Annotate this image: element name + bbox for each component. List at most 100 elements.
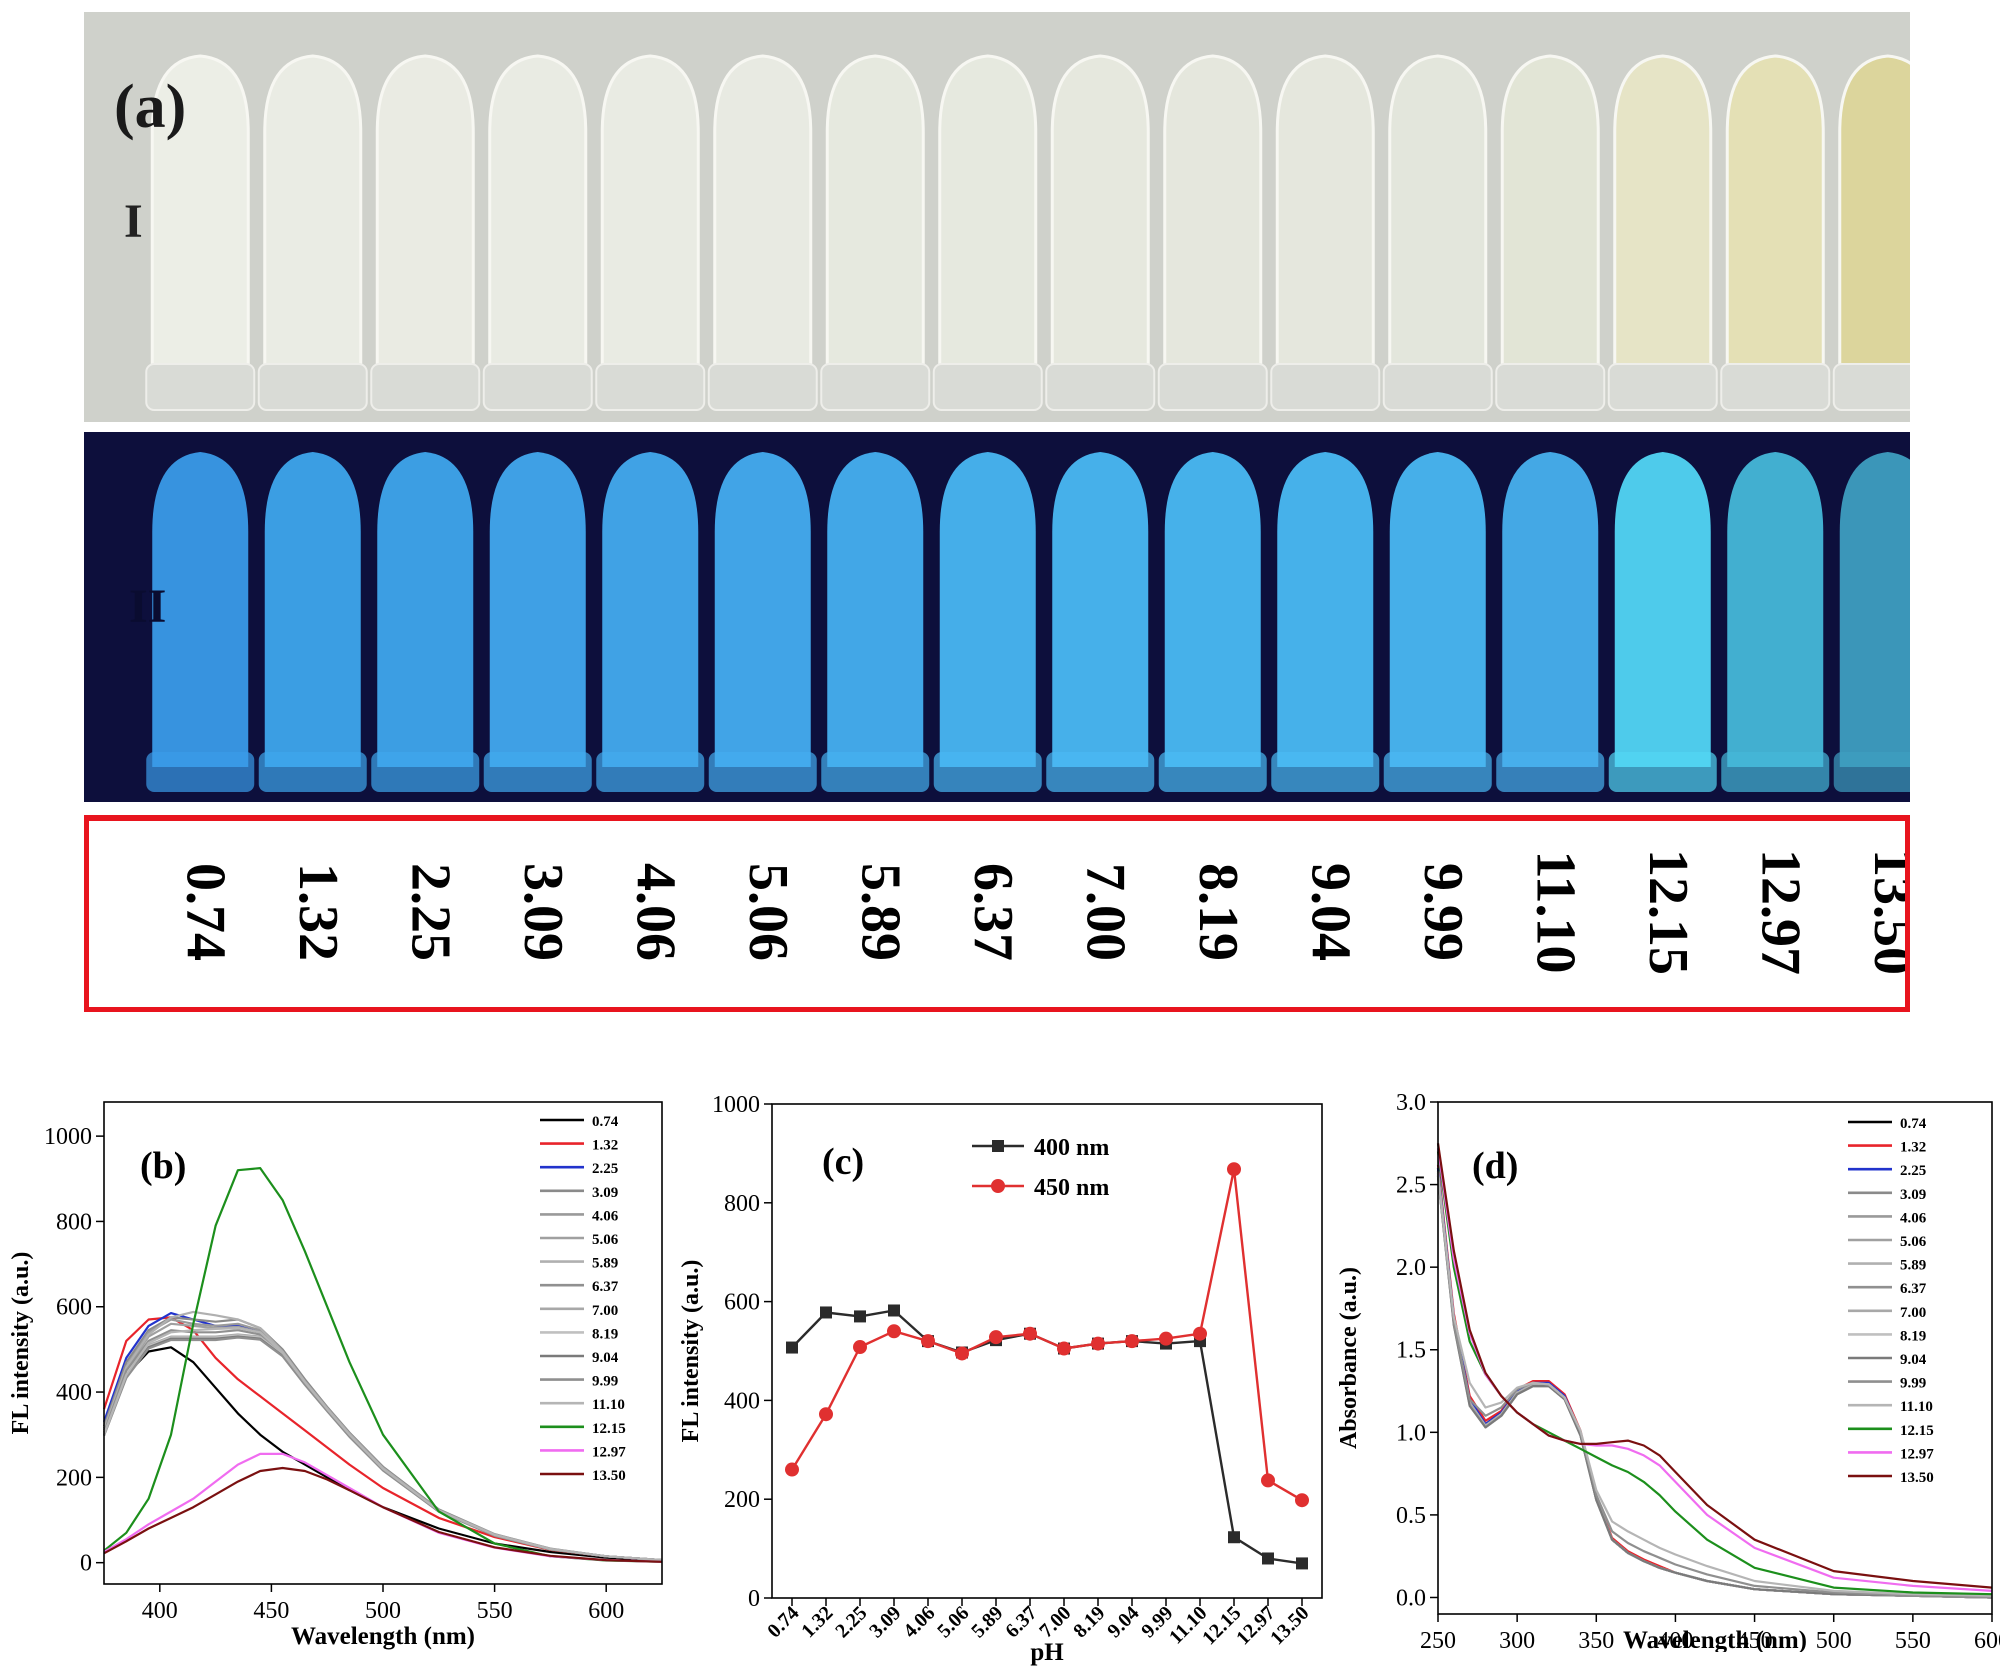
uv-vial-base [146, 752, 255, 792]
y-tick-label: 1.5 [1396, 1338, 1426, 1364]
x-tick-label: 4.06 [899, 1602, 939, 1642]
uv-vial [827, 452, 924, 767]
daylight-vial [938, 54, 1038, 384]
legend-entry: 5.06 [592, 1232, 619, 1248]
x-axis-label: pH [1030, 1639, 1064, 1666]
uv-vial [377, 452, 474, 767]
legend-entry: 13.50 [592, 1468, 626, 1484]
data-point-450-nm [955, 1346, 969, 1361]
legend-entry: 1.32 [592, 1138, 618, 1154]
y-tick-label: 2.5 [1396, 1173, 1426, 1199]
vial-cap-ring [1720, 363, 1831, 411]
uv-vial-base [258, 752, 367, 792]
uv-vial [1614, 452, 1711, 767]
vial-cap-ring [1045, 363, 1156, 411]
vial-cap-ring [370, 363, 481, 411]
panel-a-label: (a) [114, 73, 186, 141]
row-label-uv: II [129, 580, 166, 633]
uv-vial [489, 452, 586, 767]
uv-vial [1164, 452, 1261, 767]
ph-label: 2.25 [399, 863, 461, 961]
legend-entry: 11.10 [592, 1397, 625, 1413]
vial-cap-ring [707, 363, 818, 411]
vial-photo-figure: 0.74 1.32 2.25 3.09 4.06 5.06 5.89 6.37 7.00 8.19… [83, 12, 1943, 1013]
daylight-vial [1275, 54, 1375, 384]
uv-vial-base [1833, 752, 1942, 792]
x-tick-label: 11.10 [1165, 1602, 1212, 1649]
vial-cap-ring [1270, 363, 1381, 411]
chart-b-fluorescence-spectra: 0 200 400 600 800 1000 400 450 500 550 600 FL inten… [0, 1088, 670, 1652]
vial-cap-ring [1382, 363, 1493, 411]
data-point-400-nm [786, 1341, 798, 1354]
data-point-450-nm [1057, 1341, 1071, 1356]
x-tick-label: 12.97 [1232, 1602, 1279, 1649]
data-point-450-nm [1261, 1473, 1275, 1488]
daylight-vial [150, 54, 250, 384]
series-line-11.10 [1436, 1174, 1993, 1597]
legend-entry: 5.89 [592, 1256, 618, 1272]
x-tick-label: 600 [588, 1598, 624, 1624]
uv-vial-base [371, 752, 480, 792]
series-line-400-nm [791, 1309, 1303, 1565]
x-tick-label: 6.37 [1001, 1602, 1041, 1642]
uv-vial-base [1608, 752, 1717, 792]
series-line-450-nm [790, 1168, 1303, 1502]
ph-label: 8.19 [1187, 863, 1249, 961]
data-point-450-nm [989, 1330, 1003, 1345]
chart-d-svg: 0.0 0.5 1.0 1.5 2.0 2.5 3.0 250 300 350 400 450 500 5… [1336, 1090, 2000, 1654]
legend-entry: 450 nm [1034, 1175, 1109, 1201]
ph-label-frame [83, 815, 1911, 1013]
uv-vial [1727, 452, 1824, 767]
series-line-7.00 [102, 1333, 663, 1562]
daylight-vial [488, 54, 588, 384]
y-tick-label: 1.0 [1396, 1420, 1426, 1446]
y-tick-label: 0.0 [1396, 1585, 1426, 1611]
data-point-450-nm [1193, 1326, 1207, 1341]
series-line-6.37 [102, 1329, 663, 1562]
uv-vial [714, 452, 811, 767]
uv-vial-base [1271, 752, 1380, 792]
panel-label: (c) [822, 1141, 864, 1183]
daylight-vial [1163, 54, 1263, 384]
data-point-450-nm [1091, 1336, 1105, 1351]
ph-label: 9.99 [1412, 863, 1474, 961]
legend-entry: 2.25 [1900, 1163, 1926, 1179]
daylight-vial [600, 54, 700, 384]
uv-vial-base [1721, 752, 1830, 792]
legend-entry: 13.50 [1900, 1470, 1934, 1486]
x-tick-label: 5.89 [967, 1602, 1007, 1642]
x-tick-label: 500 [1816, 1628, 1852, 1652]
plot-frame [771, 1103, 1323, 1599]
x-tick-label: 300 [1499, 1628, 1535, 1652]
ph-label: 3.09 [512, 863, 574, 961]
x-tick-label: 12.15 [1198, 1602, 1245, 1649]
ph-label: 13.50 [1862, 849, 1910, 975]
series-line-11.10 [102, 1327, 663, 1562]
legend-entry: 12.97 [1900, 1446, 1934, 1462]
uv-vial-base [1383, 752, 1492, 792]
series-line-9.04 [1436, 1176, 1993, 1599]
daylight-vial [1613, 54, 1713, 384]
legend-entry: 4.06 [592, 1208, 619, 1224]
data-point-400-nm [854, 1310, 866, 1323]
legend-entry: 3.09 [592, 1185, 618, 1201]
y-tick-label: 1000 [712, 1092, 760, 1118]
uv-vial-base [1496, 752, 1605, 792]
uv-vial-base [821, 752, 930, 792]
legend-entry: 9.99 [592, 1374, 618, 1390]
vial-cap-ring [1157, 363, 1268, 411]
legend-entry: 12.15 [592, 1421, 626, 1437]
daylight-vial [825, 54, 925, 384]
data-point-450-nm [1159, 1331, 1173, 1346]
uv-vial [1502, 452, 1599, 767]
y-tick-label: 2.0 [1396, 1255, 1426, 1281]
series-line-13.50 [103, 1466, 663, 1563]
data-point-450-nm [1125, 1334, 1139, 1349]
uv-vial [602, 452, 699, 767]
y-axis-label: Absorbance (a.u.) [1336, 1267, 1362, 1449]
legend-entry: 5.89 [1900, 1258, 1926, 1274]
x-tick-label: 600 [1974, 1628, 2000, 1652]
x-tick-label: 8.19 [1069, 1602, 1109, 1642]
data-point-400-nm [1228, 1531, 1240, 1544]
x-tick-label: 350 [1578, 1628, 1614, 1652]
